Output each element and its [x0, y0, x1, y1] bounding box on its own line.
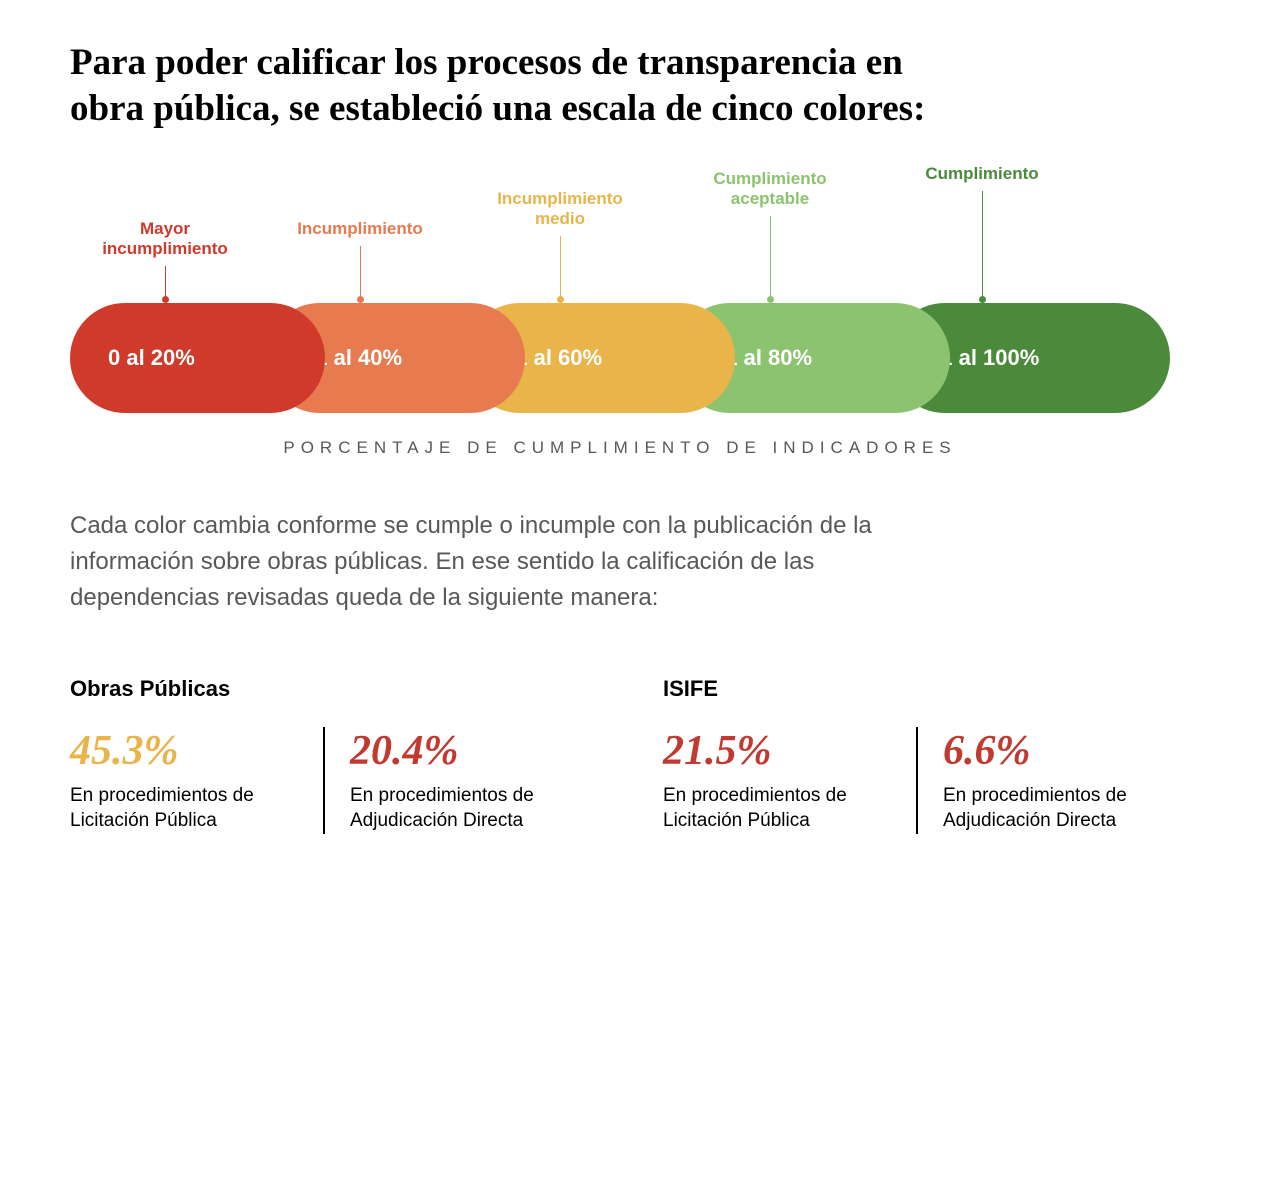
stat-value: 20.4%	[350, 727, 588, 775]
stats-heading: Obras Públicas	[70, 676, 603, 702]
scale-label-dot	[162, 296, 169, 303]
scale-label-dot	[357, 296, 364, 303]
stat-value: 45.3%	[70, 727, 308, 775]
scale-label-dot	[979, 296, 986, 303]
scale-pill-row: 0 al 20%21 al 40%41 al 60%61 al 80%81 al…	[70, 303, 1170, 413]
scale-label: Incumplimiento medio	[470, 189, 650, 303]
body-paragraph: Cada color cambia conforme se cumple o i…	[70, 508, 890, 616]
stat-caption: En procedimientos de Licitación Pública	[663, 783, 901, 834]
scale-label-line	[560, 236, 561, 296]
stat-block: 6.6% En procedimientos de Adjudicación Di…	[916, 727, 1196, 834]
scale-segment: 0 al 20%	[70, 303, 325, 413]
color-scale: Mayor incumplimiento Incumplimiento Incump…	[70, 173, 1196, 458]
scale-label-text: Mayor incumplimiento	[75, 219, 255, 260]
scale-label: Incumplimiento	[270, 219, 450, 302]
stats-group: Obras Públicas 45.3% En procedimientos de …	[70, 676, 603, 834]
stat-caption: En procedimientos de Licitación Pública	[70, 783, 308, 834]
scale-label-text: Incumplimiento medio	[470, 189, 650, 230]
stat-caption: En procedimientos de Adjudicación Direct…	[350, 783, 588, 834]
stat-block: 45.3% En procedimientos de Licitación Púb…	[70, 727, 323, 834]
scale-segment-range: 0 al 20%	[70, 345, 195, 371]
scale-label-dot	[767, 296, 774, 303]
scale-label-dot	[557, 296, 564, 303]
stat-caption: En procedimientos de Adjudicación Direct…	[943, 783, 1181, 834]
stats-group: ISIFE 21.5% En procedimientos de Licitació…	[663, 676, 1196, 834]
scale-label-text: Cumplimiento aceptable	[680, 169, 860, 210]
scale-label-text: Cumplimiento	[892, 164, 1072, 184]
stat-block: 21.5% En procedimientos de Licitación Púb…	[663, 727, 916, 834]
scale-axis-caption: PORCENTAJE DE CUMPLIMIENTO DE INDICADORE…	[70, 438, 1170, 458]
scale-label-line	[360, 246, 361, 296]
scale-label-line	[770, 216, 771, 296]
scale-labels-row: Mayor incumplimiento Incumplimiento Incump…	[70, 173, 1196, 303]
page-title: Para poder calificar los procesos de tra…	[70, 40, 950, 133]
scale-label-line	[165, 266, 166, 296]
stats-pair: 45.3% En procedimientos de Licitación Púb…	[70, 727, 603, 834]
scale-label-text: Incumplimiento	[270, 219, 450, 239]
stats-pair: 21.5% En procedimientos de Licitación Púb…	[663, 727, 1196, 834]
stats-heading: ISIFE	[663, 676, 1196, 702]
scale-label-line	[982, 191, 983, 296]
stat-block: 20.4% En procedimientos de Adjudicación D…	[323, 727, 603, 834]
scale-label: Cumplimiento	[892, 164, 1072, 302]
stat-value: 21.5%	[663, 727, 901, 775]
scale-label: Cumplimiento aceptable	[680, 169, 860, 303]
stat-value: 6.6%	[943, 727, 1181, 775]
scale-label: Mayor incumplimiento	[75, 219, 255, 303]
stats-row: Obras Públicas 45.3% En procedimientos de …	[70, 676, 1196, 834]
